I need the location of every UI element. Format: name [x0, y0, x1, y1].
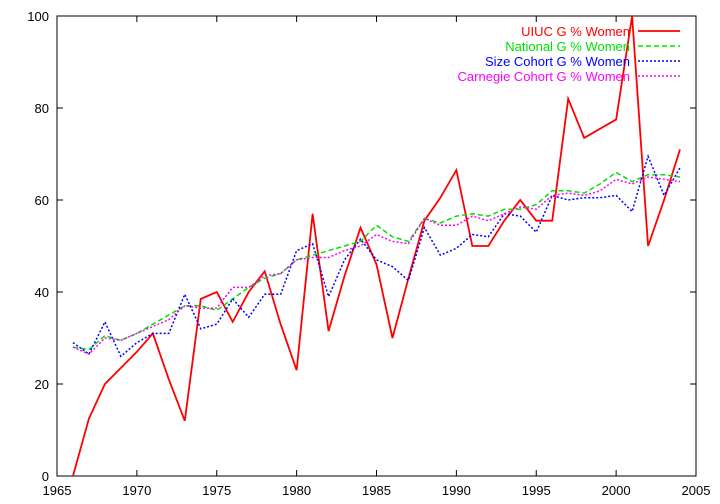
series-1: [72, 15, 681, 477]
x-tick-label: 1980: [282, 483, 311, 498]
x-tick-label: 1995: [522, 483, 551, 498]
series-4: [72, 176, 681, 355]
series-lines: [72, 15, 681, 477]
axes: 1965 1970 1975 1980 1985 1990 1995 2000 2005 0 20 4…: [27, 9, 710, 498]
x-tick-label: 1985: [362, 483, 391, 498]
y-tick-label: 80: [35, 101, 49, 116]
legend-label: UIUC G % Women: [521, 24, 630, 39]
x-tick-label: 2000: [602, 483, 631, 498]
x-tick-label: 1975: [202, 483, 231, 498]
y-tick-label: 100: [27, 9, 49, 24]
x-tick-label: 1965: [43, 483, 72, 498]
x-tick-label: 1990: [442, 483, 471, 498]
y-tick-label: 20: [35, 377, 49, 392]
plot-frame: [56, 15, 697, 477]
x-tick-label: 1970: [122, 483, 151, 498]
legend-entry-2: National G % Women: [505, 39, 680, 54]
series-line: [72, 15, 681, 477]
x-tick-label: 2005: [682, 483, 711, 498]
y-tick-label: 40: [35, 285, 49, 300]
y-tick-label: 60: [35, 193, 49, 208]
legend-label: Carnegie Cohort G % Women: [458, 69, 630, 84]
series-3: [72, 154, 681, 358]
legend-label: Size Cohort G % Women: [485, 54, 630, 69]
y-tick-label: 0: [42, 469, 49, 484]
legend-entry-1: UIUC G % Women: [521, 24, 680, 39]
series-line: [72, 176, 681, 355]
series-2: [72, 171, 681, 351]
legend-label: National G % Women: [505, 39, 630, 54]
legend-entry-3: Size Cohort G % Women: [485, 54, 680, 69]
series-line: [72, 154, 681, 358]
series-line: [72, 171, 681, 351]
legend-entry-4: Carnegie Cohort G % Women: [458, 69, 680, 84]
